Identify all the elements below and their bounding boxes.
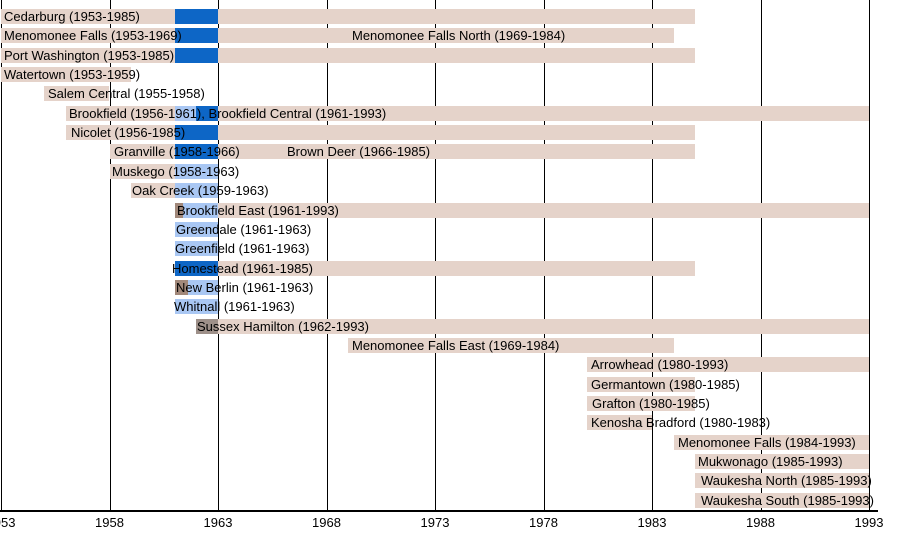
axis-tick-label-1958: 1958	[95, 515, 124, 530]
axis-tick-label-1978: 1978	[529, 515, 558, 530]
timeline-bar-segment-brookfield-central-2	[196, 105, 218, 121]
bar-label-menomonee-falls-1: Menomonee Falls North (1969-1984)	[352, 28, 566, 44]
gridline-1983	[651, 0, 653, 511]
timeline-bar-segment-whitnall-0	[174, 299, 218, 315]
timeline-bar-segment-sussex-hamilton-1	[218, 318, 869, 334]
bar-label-grafton: Grafton (1980-1985)	[592, 396, 710, 411]
timeline-bar-segment-brookfield-central-3	[218, 105, 869, 121]
gridline-1968	[326, 0, 328, 511]
gridline-1953	[0, 0, 2, 511]
timeline-bar-segment-port-washington-0	[1, 47, 175, 63]
bar-label-salem-central: Salem Central (1955-1958)	[48, 86, 205, 102]
bar-label-new-berlin: New Berlin (1961-1963)	[176, 279, 314, 295]
bar-label-kenosha-bradford: Kenosha Bradford (1980-1983)	[591, 415, 771, 431]
timeline-bar-segment-nicolet-1	[174, 125, 218, 141]
bar-label-menomonee-falls: Menomonee Falls (1953-1969)	[4, 28, 182, 44]
timeline-bar-segment-granville-brown-deer-0	[109, 144, 175, 160]
timeline-bar-segment-port-washington-1	[174, 47, 218, 63]
bar-label-mukwonago: Mukwonago (1985-1993)	[698, 454, 843, 470]
gridline-1973	[434, 0, 436, 511]
timeline-bar-segment-nicolet-0	[66, 125, 175, 141]
timeline-bar-segment-cedarburg-0	[1, 9, 175, 24]
timeline-bar-segment-grafton-0	[586, 396, 696, 411]
timeline-bar-segment-new-berlin-0	[174, 279, 188, 295]
timeline-bar-segment-brookfield-east-1	[183, 202, 218, 218]
bar-label-cedarburg: Cedarburg (1953-1985)	[4, 9, 140, 24]
axis-tick-label-1953: 1953	[0, 515, 16, 530]
timeline-bar-segment-germantown-0	[586, 376, 696, 392]
gridline-1993	[868, 0, 870, 511]
bar-label-menomonee-falls-2: Menomonee Falls (1984-1993)	[678, 434, 856, 450]
timeline-bar-segment-nicolet-2	[218, 125, 696, 141]
bar-label-whitnall: Whitnall (1961-1963)	[174, 299, 295, 315]
bar-label-oak-creek: Oak Creek (1959-1963)	[132, 183, 269, 199]
bar-label-greendale: Greendale (1961-1963)	[176, 221, 312, 237]
bar-label-granville-brown-deer-1: Brown Deer (1966-1985)	[287, 144, 431, 160]
bar-label-waukesha-south: Waukesha South (1985-1993)	[701, 492, 874, 508]
timeline-bar-segment-homestead-1	[218, 260, 696, 276]
timeline-bar-segment-greenfield-0	[174, 241, 218, 257]
timeline-bar-segment-port-washington-2	[218, 47, 696, 63]
timeline-bar-segment-homestead-0	[174, 260, 218, 276]
bar-label-nicolet: Nicolet (1956-1985)	[71, 125, 186, 141]
timeline-bar-segment-brookfield-central-1	[174, 105, 197, 121]
bar-label-brookfield-central: Brookfield (1956-1961), Brookfield Centr…	[69, 105, 387, 121]
bar-label-granville-brown-deer: Granville (1958-1966)	[114, 144, 240, 160]
timeline-bar-segment-menomonee-falls-0	[1, 28, 175, 44]
timeline-bar-segment-menomonee-falls-1	[174, 28, 218, 44]
bar-label-port-washington: Port Washington (1953-1985)	[4, 47, 175, 63]
timeline-bar-segment-brookfield-east-0	[174, 202, 184, 218]
bar-label-watertown: Watertown (1953-1959)	[4, 67, 141, 83]
bar-label-greenfield: Greenfield (1961-1963)	[175, 241, 310, 257]
bar-label-germantown: Germantown (1980-1985)	[591, 376, 740, 392]
timeline-bar-segment-muskego-0	[109, 163, 175, 179]
timeline-bar-segment-salem-central-0	[44, 86, 110, 102]
timeline-bar-segment-cedarburg-1	[174, 9, 218, 24]
timeline-bar-segment-granville-brown-deer-2	[218, 144, 696, 160]
gridline-1988	[760, 0, 762, 511]
bar-label-muskego: Muskego (1958-1963)	[112, 163, 240, 179]
gridline-1958	[109, 0, 111, 511]
timeline-bar-segment-waukesha-north-0	[695, 473, 869, 489]
timeline-bar-segment-granville-brown-deer-1	[174, 144, 218, 160]
timeline-bar-segment-kenosha-bradford-0	[586, 415, 652, 431]
timeline-bar-segment-arrowhead-0	[586, 357, 869, 373]
axis-tick-label-1993: 1993	[854, 515, 884, 530]
timeline-bar-segment-sussex-hamilton-0	[196, 318, 218, 334]
axis-tick-label-1973: 1973	[420, 515, 450, 530]
x-axis-line	[0, 510, 878, 512]
timeline-bar-segment-menomonee-falls-2	[218, 28, 674, 44]
bar-label-sussex-hamilton: Sussex Hamilton (1962-1993)	[197, 318, 369, 334]
timeline-bar-segment-cedarburg-2	[218, 9, 696, 24]
axis-tick-label-1983: 1983	[637, 515, 667, 530]
bar-label-waukesha-north: Waukesha North (1985-1993)	[701, 473, 872, 489]
timeline-bar-segment-menomonee-falls-east-0	[348, 337, 674, 353]
timeline-bar-segment-oak-creek-1	[174, 183, 218, 199]
axis-tick-label-1963: 1963	[203, 515, 233, 530]
bar-label-brookfield-east: Brookfield East (1961-1993)	[177, 202, 339, 218]
gridline-1978	[543, 0, 545, 511]
timeline-bar-segment-brookfield-east-2	[218, 202, 869, 218]
timeline-bar-segment-mukwonago-0	[695, 454, 869, 470]
gridline-1963	[217, 0, 219, 511]
timeline-bar-segment-brookfield-central-0	[66, 105, 175, 121]
bar-label-arrowhead: Arrowhead (1980-1993)	[591, 357, 729, 373]
bar-label-menomonee-falls-east: Menomonee Falls East (1969-1984)	[352, 337, 560, 353]
timeline-bar-segment-waukesha-south-0	[695, 492, 869, 508]
timeline-bar-segment-new-berlin-1	[187, 279, 218, 295]
axis-tick-label-1968: 1968	[312, 515, 341, 530]
timeline-bar-segment-watertown-0	[1, 67, 132, 83]
timeline-bar-segment-oak-creek-0	[131, 183, 175, 199]
timeline-bar-segment-muskego-1	[174, 163, 218, 179]
timeline-bar-segment-greendale-0	[174, 221, 218, 237]
axis-tick-label-1988: 1988	[746, 515, 775, 530]
timeline-bar-segment-menomonee-falls-2-0	[673, 434, 869, 450]
bar-label-homestead: Homestead (1961-1985)	[172, 260, 313, 276]
